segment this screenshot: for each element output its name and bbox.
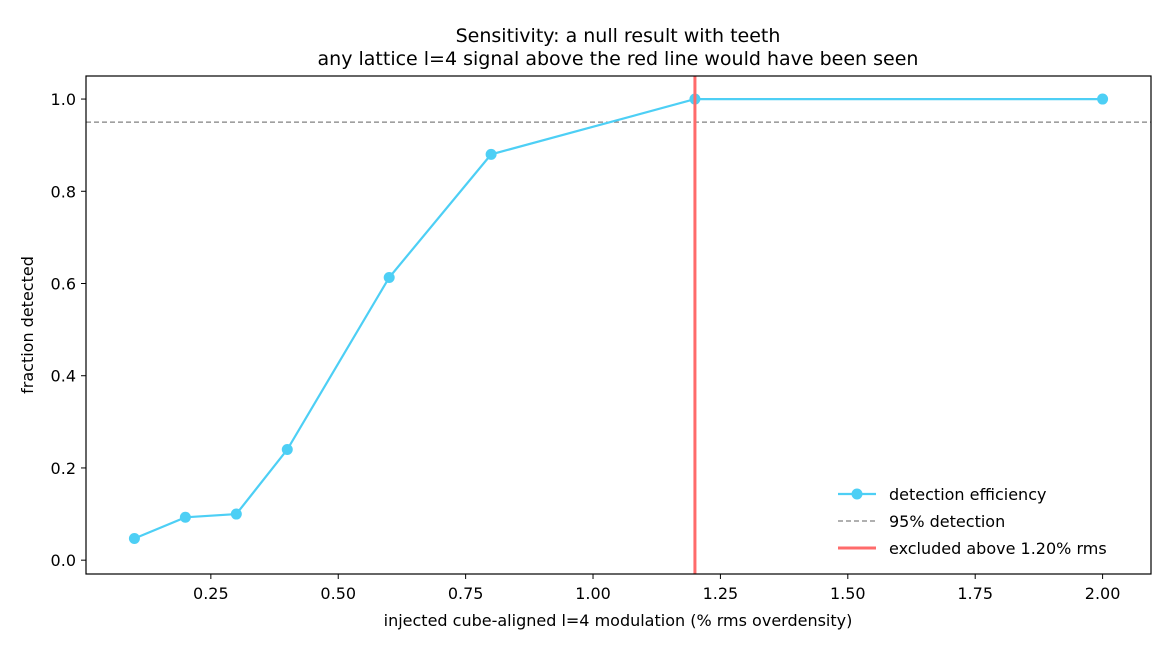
data-point	[179, 511, 191, 523]
chart-title: Sensitivity: a null result with teeth	[456, 25, 781, 47]
data-point	[485, 148, 497, 160]
x-tick-label: 0.25	[193, 584, 229, 603]
x-tick-label: 1.25	[703, 584, 739, 603]
legend-marker-detection-efficiency	[851, 488, 863, 500]
x-tick-label: 1.50	[830, 584, 866, 603]
data-point	[1097, 93, 1109, 105]
y-tick-label: 0.4	[51, 367, 76, 386]
axis-ticks: 0.25 0.50 0.75 1.00 1.25 1.50 1.75 2.00 0.0 0.2 0.…	[51, 90, 1121, 603]
data-point	[383, 272, 395, 284]
y-tick-label: 0.0	[51, 551, 76, 570]
x-tick-label: 1.00	[575, 584, 611, 603]
plot-area	[86, 76, 1151, 574]
legend-label-exclusion: excluded above 1.20% rms	[889, 539, 1107, 558]
x-tick-label: 1.75	[957, 584, 993, 603]
data-point	[128, 532, 140, 544]
series-line-detection-efficiency	[133, 97, 1103, 540]
y-tick-label: 0.8	[51, 182, 76, 201]
x-axis-label: injected cube-aligned l=4 modulation (% …	[384, 611, 853, 630]
legend-label-95-detection: 95% detection	[889, 512, 1005, 531]
x-tick-label: 2.00	[1085, 584, 1121, 603]
legend: detection efficiency 95% detection exclude…	[838, 485, 1107, 558]
plot-frame	[85, 75, 1152, 575]
legend-label-detection-efficiency: detection efficiency	[889, 485, 1046, 504]
x-tick-label: 0.75	[448, 584, 484, 603]
x-tick-label: 0.50	[320, 584, 356, 603]
data-point	[230, 508, 242, 520]
data-point	[281, 444, 293, 455]
y-tick-label: 0.2	[51, 459, 76, 478]
y-tick-label: 0.6	[51, 275, 76, 294]
y-tick-label: 1.0	[51, 90, 76, 109]
y-axis-label: fraction detected	[18, 256, 37, 394]
chart-subtitle: any lattice l=4 signal above the red lin…	[318, 48, 919, 70]
